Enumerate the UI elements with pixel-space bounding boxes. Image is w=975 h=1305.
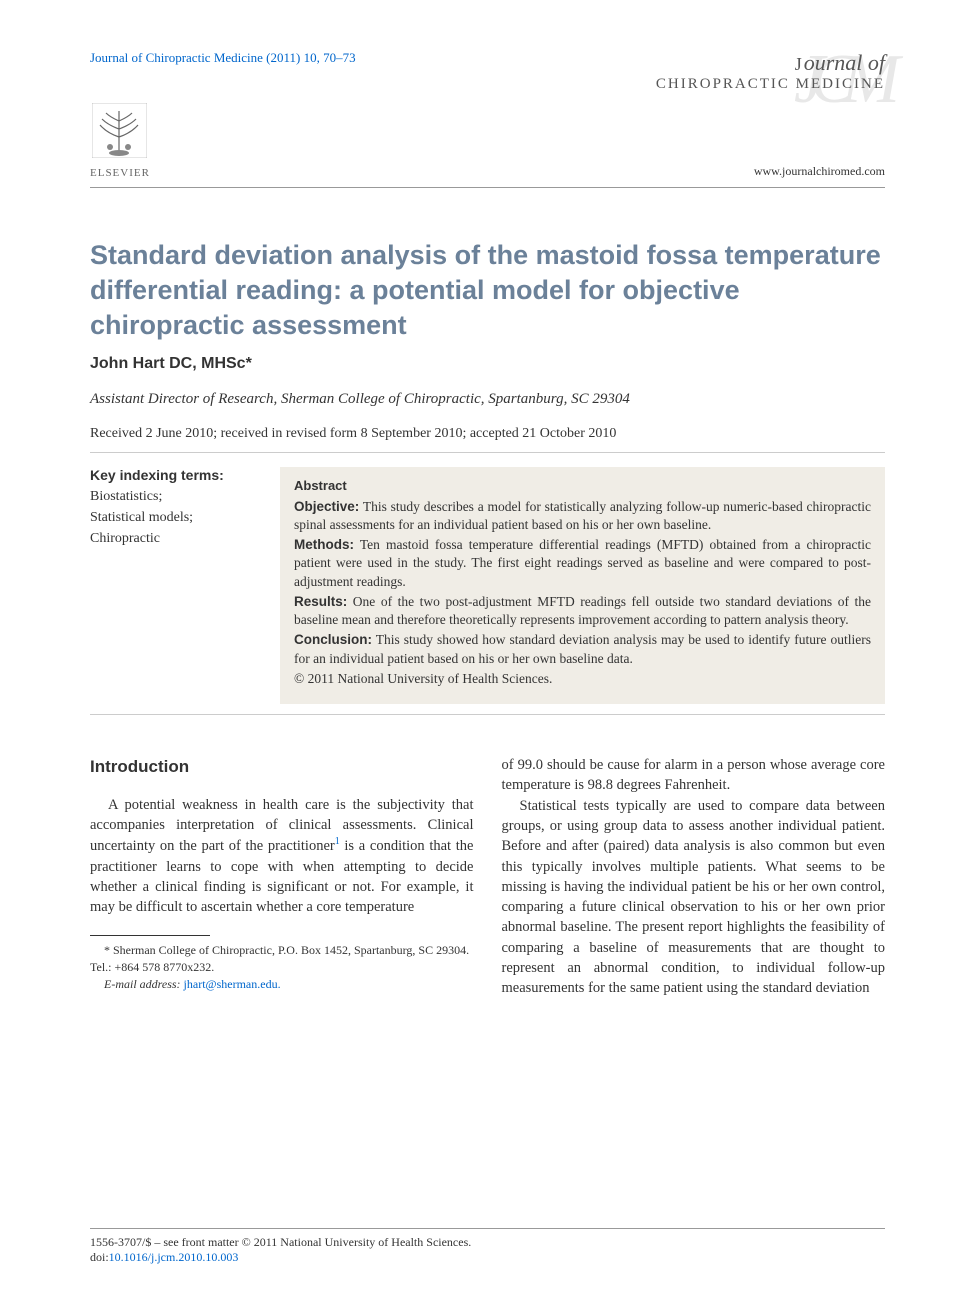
- abstract-conclusion-text: This study showed how standard deviation…: [294, 632, 871, 665]
- email-label: E-mail address:: [104, 977, 181, 991]
- email-link[interactable]: jhart@sherman.edu.: [184, 977, 281, 991]
- journal-logo-script: ournal of: [804, 50, 885, 75]
- intro-para-1: A potential weakness in health care is t…: [90, 795, 474, 918]
- journal-logo-prefix: J: [795, 54, 804, 74]
- footer-block: 1556-3707/$ – see front matter © 2011 Na…: [90, 1228, 885, 1265]
- intro-para-2: Statistical tests typically are used to …: [502, 796, 886, 999]
- key-term: Statistical models;: [90, 507, 250, 528]
- intro-heading: Introduction: [90, 755, 474, 779]
- doi-link[interactable]: 10.1016/j.jcm.2010.10.003: [109, 1250, 239, 1264]
- citation-text: Journal of Chiropractic Medicine (2011) …: [90, 50, 356, 66]
- intro-para-1-cont: of 99.0 should be cause for alarm in a p…: [502, 755, 886, 796]
- abstract-results: Results: One of the two post-adjustment …: [294, 593, 871, 629]
- footer-copyright: 1556-3707/$ – see front matter © 2011 Na…: [90, 1235, 885, 1250]
- key-terms-list: Biostatistics; Statistical models; Chiro…: [90, 486, 250, 549]
- elsevier-tree-icon: [92, 103, 147, 158]
- meta-divider-top: [90, 452, 885, 453]
- abstract-results-text: One of the two post-adjustment MFTD read…: [294, 594, 871, 627]
- abstract-objective-label: Objective:: [294, 499, 359, 514]
- footer-divider: [90, 1228, 885, 1229]
- header-divider: [90, 187, 885, 188]
- body-columns: Introduction A potential weakness in hea…: [90, 755, 885, 999]
- abstract-copyright: © 2011 National University of Health Sci…: [294, 670, 871, 688]
- elsevier-label: ELSEVIER: [90, 167, 150, 179]
- affiliation: Assistant Director of Research, Sherman …: [90, 391, 885, 408]
- abstract-conclusion-label: Conclusion:: [294, 632, 372, 647]
- key-terms-block: Key indexing terms: Biostatistics; Stati…: [90, 467, 250, 704]
- elsevier-logo: ELSEVIER: [90, 103, 150, 179]
- footnote-divider: [90, 935, 210, 936]
- abstract-objective-text: This study describes a model for statist…: [294, 499, 871, 532]
- footer-doi: doi:10.1016/j.jcm.2010.10.003: [90, 1250, 885, 1265]
- abstract-conclusion: Conclusion: This study showed how standa…: [294, 631, 871, 667]
- abstract-block: Abstract Objective: This study describes…: [280, 467, 885, 704]
- meta-divider-bottom: [90, 714, 885, 715]
- journal-logo: JCM Journal of CHIROPRACTIC MEDICINE: [656, 50, 885, 93]
- article-dates: Received 2 June 2010; received in revise…: [90, 426, 885, 442]
- body-col-right: of 99.0 should be cause for alarm in a p…: [502, 755, 886, 999]
- key-term: Biostatistics;: [90, 486, 250, 507]
- body-col-left: Introduction A potential weakness in hea…: [90, 755, 474, 999]
- meta-abstract-row: Key indexing terms: Biostatistics; Stati…: [90, 467, 885, 704]
- website-url[interactable]: www.journalchiromed.com: [754, 164, 885, 179]
- abstract-heading: Abstract: [294, 477, 871, 495]
- journal-logo-line2: CHIROPRACTIC MEDICINE: [656, 76, 885, 93]
- article-title: Standard deviation analysis of the masto…: [90, 238, 885, 343]
- journal-logo-line1: Journal of: [656, 50, 885, 76]
- doi-prefix: doi:: [90, 1250, 109, 1264]
- header-row: Journal of Chiropractic Medicine (2011) …: [90, 50, 885, 93]
- abstract-methods-text: Ten mastoid fossa temperature differenti…: [294, 537, 871, 588]
- corresp-footnote: * Sherman College of Chiropractic, P.O. …: [90, 942, 474, 976]
- abstract-methods-label: Methods:: [294, 537, 354, 552]
- publisher-row: ELSEVIER www.journalchiromed.com: [90, 103, 885, 179]
- email-footnote: E-mail address: jhart@sherman.edu.: [90, 976, 474, 993]
- abstract-results-label: Results:: [294, 594, 347, 609]
- key-term: Chiropractic: [90, 528, 250, 549]
- abstract-objective: Objective: This study describes a model …: [294, 498, 871, 534]
- key-terms-heading: Key indexing terms:: [90, 467, 250, 483]
- authors: John Hart DC, MHSc*: [90, 355, 885, 373]
- abstract-methods: Methods: Ten mastoid fossa temperature d…: [294, 536, 871, 591]
